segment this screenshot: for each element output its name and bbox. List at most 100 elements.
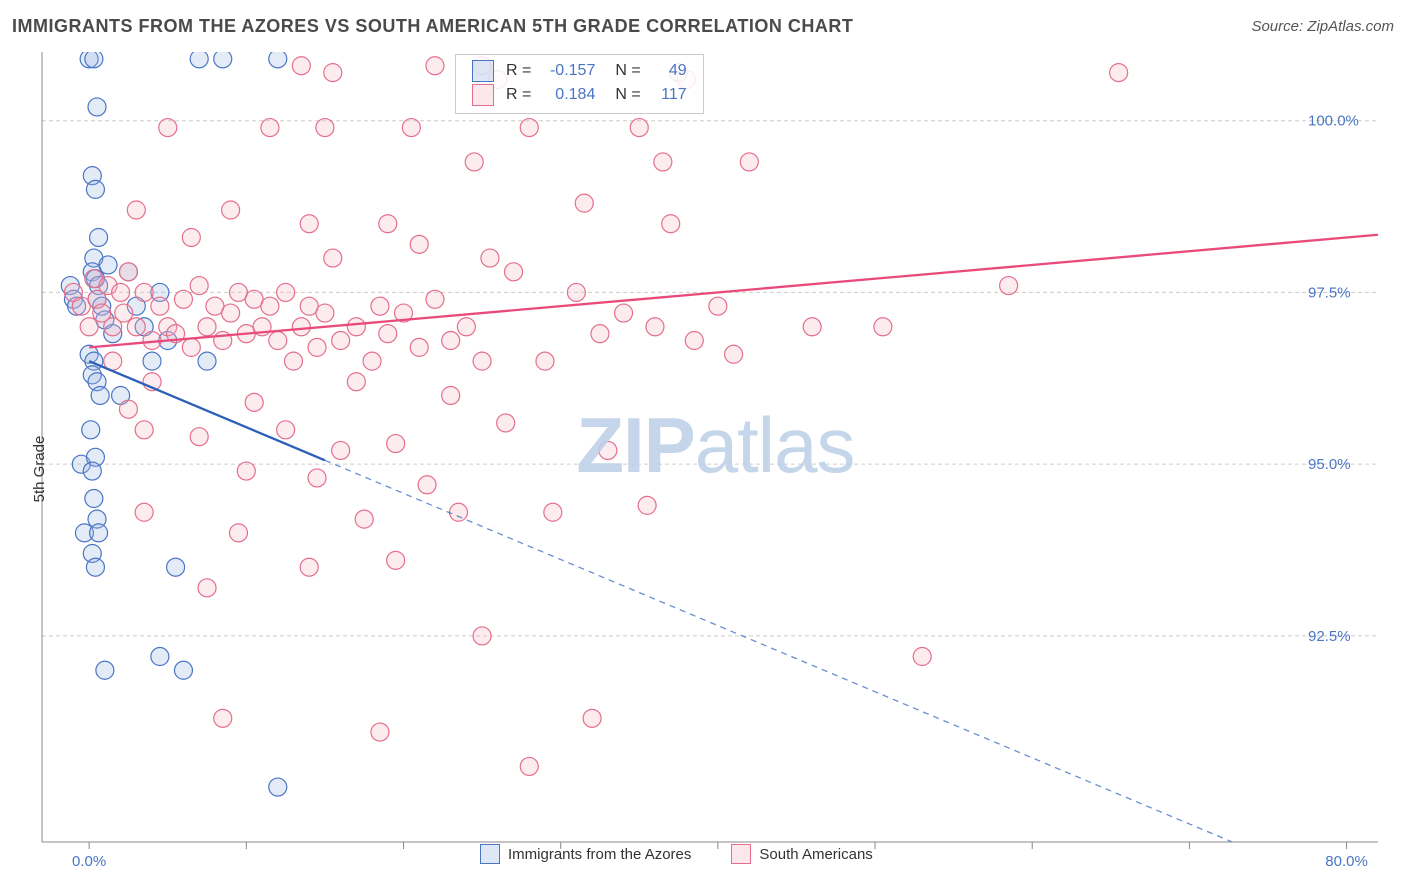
legend-n-label: N = — [601, 59, 646, 83]
azores-point — [269, 778, 287, 796]
south_americans-point — [803, 318, 821, 336]
azores-point — [269, 50, 287, 68]
legend-label-south_americans: South Americans — [759, 846, 872, 863]
legend-label-azores: Immigrants from the Azores — [508, 846, 691, 863]
south_americans-point — [332, 441, 350, 459]
south_americans-point — [410, 235, 428, 253]
south_americans-point — [363, 352, 381, 370]
south_americans-point — [222, 304, 240, 322]
south_americans-point — [237, 462, 255, 480]
south_americans-point — [324, 64, 342, 82]
azores-point — [90, 228, 108, 246]
correlation-legend: R =-0.157N =49R =0.184N =117 — [455, 54, 704, 114]
south_americans-point — [426, 290, 444, 308]
legend-n-label: N = — [601, 83, 646, 107]
south_americans-point — [630, 119, 648, 137]
south_americans-point — [308, 469, 326, 487]
south_americans-point — [332, 332, 350, 350]
chart-source: Source: ZipAtlas.com — [1251, 18, 1394, 35]
south_americans-point — [277, 283, 295, 301]
south_americans-point — [182, 338, 200, 356]
legend-r-label: R = — [500, 83, 537, 107]
x-min-label: 0.0% — [72, 853, 106, 870]
south_americans-point — [135, 283, 153, 301]
south_americans-point — [119, 263, 137, 281]
south_americans-point — [190, 277, 208, 295]
south_americans-point — [159, 119, 177, 137]
south_americans-point — [261, 297, 279, 315]
south_americans-point — [725, 345, 743, 363]
azores-point — [86, 180, 104, 198]
south_americans-point — [544, 503, 562, 521]
south_americans-point — [387, 551, 405, 569]
south_americans-point — [347, 373, 365, 391]
y-tick-label: 97.5% — [1308, 284, 1351, 301]
chart-title: IMMIGRANTS FROM THE AZORES VS SOUTH AMER… — [12, 16, 853, 37]
azores-point — [96, 661, 114, 679]
south_americans-point — [371, 723, 389, 741]
azores-point — [83, 462, 101, 480]
south_americans-point — [80, 318, 98, 336]
south_americans-point — [874, 318, 892, 336]
south_americans-point — [245, 393, 263, 411]
south_americans-point — [615, 304, 633, 322]
south_americans-point — [316, 304, 334, 322]
south_americans-point — [135, 503, 153, 521]
south_americans-point — [583, 709, 601, 727]
legend-item-south_americans: South Americans — [731, 844, 872, 864]
chart-container: 5th Grade 100.0%97.5%95.0%92.5%0.0%80.0%… — [0, 46, 1406, 892]
azores-point — [91, 386, 109, 404]
azores-point — [143, 352, 161, 370]
south_americans-point — [387, 435, 405, 453]
south_americans-point — [229, 524, 247, 542]
south_americans-point — [410, 338, 428, 356]
south_americans-point — [222, 201, 240, 219]
azores-point — [174, 661, 192, 679]
legend-r-value-azores: -0.157 — [537, 59, 601, 83]
south_americans-point — [324, 249, 342, 267]
south_americans-point — [127, 201, 145, 219]
south_americans-point — [599, 441, 617, 459]
y-tick-label: 100.0% — [1308, 113, 1359, 130]
south_americans-point — [127, 318, 145, 336]
south_americans-point — [300, 215, 318, 233]
south_americans-point — [520, 119, 538, 137]
legend-r-label: R = — [500, 59, 537, 83]
azores-point — [82, 421, 100, 439]
scatter-plot-svg: 100.0%97.5%95.0%92.5%0.0%80.0% — [0, 46, 1406, 892]
azores-point — [90, 524, 108, 542]
south_americans-point — [151, 297, 169, 315]
south_americans-point — [685, 332, 703, 350]
legend-swatch-azores — [472, 60, 494, 82]
south_americans-point — [465, 153, 483, 171]
south_americans-point — [646, 318, 664, 336]
south_americans-point — [505, 263, 523, 281]
south_americans-point — [190, 428, 208, 446]
y-tick-label: 95.0% — [1308, 456, 1351, 473]
south_americans-point — [115, 304, 133, 322]
south_americans-point — [654, 153, 672, 171]
south_americans-point — [520, 757, 538, 775]
south_americans-point — [261, 119, 279, 137]
south_americans-point — [709, 297, 727, 315]
south_americans-point — [174, 290, 192, 308]
y-tick-label: 92.5% — [1308, 628, 1351, 645]
south_americans-point — [1000, 277, 1018, 295]
south_americans-point — [442, 386, 460, 404]
legend-swatch-azores-bottom — [480, 844, 500, 864]
south_americans-point — [112, 283, 130, 301]
azores-point — [99, 256, 117, 274]
azores-point — [167, 558, 185, 576]
south_americans-point — [182, 228, 200, 246]
south_americans-point — [277, 421, 295, 439]
legend-n-value-azores: 49 — [647, 59, 693, 83]
south_americans-point — [481, 249, 499, 267]
south_americans-point — [379, 325, 397, 343]
south_americans-point — [591, 325, 609, 343]
legend-swatch-south_americans-bottom — [731, 844, 751, 864]
legend-swatch-south_americans — [472, 84, 494, 106]
azores-point — [88, 98, 106, 116]
south_americans-point — [316, 119, 334, 137]
south_americans-point — [198, 579, 216, 597]
azores-point — [190, 50, 208, 68]
